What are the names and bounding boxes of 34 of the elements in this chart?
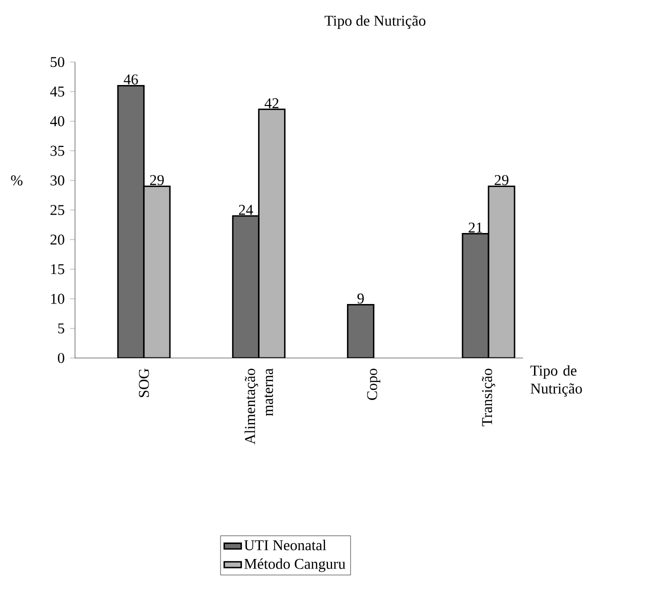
y-tick-label: 30 xyxy=(50,175,64,186)
y-tick-label: 15 xyxy=(51,264,64,274)
data-label: 24 xyxy=(238,204,254,215)
legend-label: UTI Neonatal xyxy=(244,540,326,550)
y-tick-label: 45 xyxy=(50,86,64,97)
data-label: 46 xyxy=(124,74,138,84)
data-label: 29 xyxy=(494,175,508,186)
y-tick-label: 25 xyxy=(50,204,64,216)
bar xyxy=(346,304,374,358)
chart-title: Tipo de Nutrição xyxy=(324,15,426,29)
bar xyxy=(488,186,516,358)
bar xyxy=(462,232,490,358)
y-tick-label: 20 xyxy=(50,234,64,245)
bar xyxy=(258,108,286,358)
y-tick-label: 35 xyxy=(50,146,64,156)
bar xyxy=(117,84,145,358)
y-axis-title: % xyxy=(11,175,22,186)
data-label: 29 xyxy=(150,175,164,186)
y-tick-label: 0 xyxy=(58,352,64,364)
bar xyxy=(232,215,260,358)
x-tick-label: Copo xyxy=(367,368,380,400)
bar xyxy=(143,186,171,358)
data-label: 42 xyxy=(264,98,278,108)
y-tick-label: 10 xyxy=(51,294,64,304)
x-tick-label: Alimentação materna xyxy=(244,368,274,444)
legend-label: Método Canguru xyxy=(244,558,346,572)
x-axis-title: Tipo de Nutrição xyxy=(530,365,582,397)
x-tick-label: Transição xyxy=(482,368,496,426)
y-tick-label: 50 xyxy=(50,56,64,68)
data-label: 9 xyxy=(357,293,364,304)
data-label: 21 xyxy=(468,222,482,232)
y-tick-label: 40 xyxy=(50,116,64,126)
y-tick-label: 5 xyxy=(58,323,64,334)
x-tick-label: SOG xyxy=(138,368,149,398)
